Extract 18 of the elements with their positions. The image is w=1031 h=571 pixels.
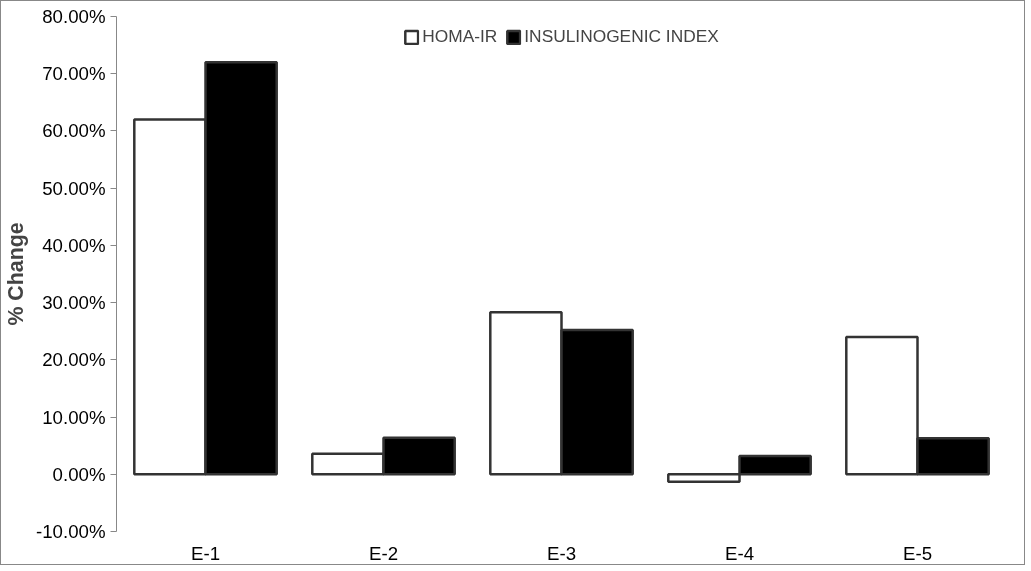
y-axis-title: % Change xyxy=(4,222,29,326)
y-tick-label: 40.00% xyxy=(42,234,106,256)
legend-label: INSULINOGENIC INDEX xyxy=(524,26,719,47)
y-tick-label: 0.00% xyxy=(52,463,106,485)
y-tick-label: -10.00% xyxy=(36,521,106,542)
y-tick-label: 80.00% xyxy=(42,6,106,27)
y-tick-label: 70.00% xyxy=(42,63,106,85)
y-tick-label: 30.00% xyxy=(42,292,106,314)
x-tick-label: E-1 xyxy=(190,542,221,564)
y-tick-label: 60.00% xyxy=(42,120,106,142)
x-tick-label: E-4 xyxy=(724,542,755,564)
y-tick-label: 50.00% xyxy=(42,177,106,199)
y-tick-label: 20.00% xyxy=(42,349,106,371)
x-tick-label: E-5 xyxy=(902,542,933,564)
x-tick-label: E-2 xyxy=(368,542,399,564)
x-tick-label: E-3 xyxy=(546,542,577,564)
legend-label: HOMA-IR xyxy=(422,26,498,47)
y-tick-label: 10.00% xyxy=(42,406,106,428)
